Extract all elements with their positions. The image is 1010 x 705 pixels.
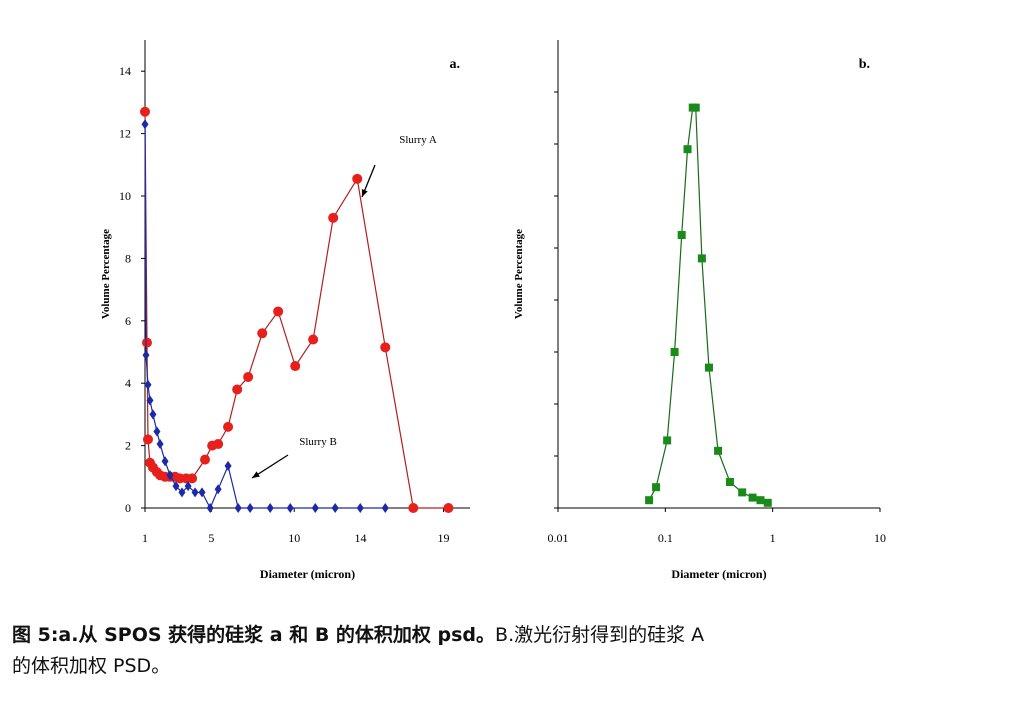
marker — [257, 328, 268, 339]
marker — [213, 439, 224, 450]
marker — [200, 454, 211, 465]
marker — [652, 483, 661, 492]
marker — [172, 481, 180, 492]
marker — [223, 421, 234, 432]
marker — [311, 503, 319, 513]
y-tick-label: 0 — [125, 501, 131, 515]
figure: 0 2 4 6 8 10 12 14 1 5 10 14 19 Diameter (micron) Volu… — [100, 40, 886, 581]
marker — [683, 145, 692, 154]
marker — [663, 436, 672, 445]
x-tick-label: 19 — [437, 531, 449, 545]
series-annotation: Slurry B — [299, 436, 337, 448]
marker — [191, 487, 199, 498]
y-tick-label: 10 — [119, 189, 131, 203]
marker — [243, 371, 254, 382]
marker — [763, 498, 772, 507]
y-axis-label: Volume Percentage — [513, 229, 525, 319]
marker — [161, 456, 169, 467]
x-tick-label: 10 — [874, 531, 886, 545]
marker — [290, 361, 301, 372]
marker — [714, 446, 723, 455]
marker — [206, 503, 214, 513]
marker — [198, 487, 206, 498]
y-axis-label: Volume Percentage — [100, 229, 112, 319]
marker — [246, 503, 254, 513]
series-line — [144, 111, 449, 509]
y-tick-label: 4 — [125, 376, 131, 390]
marker — [141, 337, 152, 348]
marker — [224, 460, 232, 471]
marker — [308, 334, 319, 345]
marker — [153, 426, 161, 437]
marker — [704, 363, 713, 372]
marker — [352, 173, 363, 184]
marker — [187, 473, 198, 484]
marker — [142, 350, 150, 361]
marker — [166, 470, 174, 481]
marker — [381, 503, 389, 513]
series-line — [648, 107, 768, 504]
marker — [725, 478, 734, 486]
marker — [645, 496, 654, 505]
x-tick-label: 1 — [770, 531, 776, 545]
x-tick-label: 1 — [142, 531, 148, 545]
marker — [677, 231, 686, 239]
marker — [144, 379, 152, 390]
marker — [331, 503, 339, 513]
marker — [670, 348, 679, 356]
caption-text: B.激光衍射得到的硅浆 A — [495, 624, 705, 646]
y-tick-label: 6 — [125, 314, 131, 328]
marker — [146, 395, 154, 406]
marker — [149, 409, 157, 420]
series-line — [144, 124, 386, 510]
x-tick-label: 0.01 — [548, 531, 569, 545]
marker — [738, 488, 747, 497]
caption-line: 的体积加权 PSD。 — [12, 655, 171, 677]
y-tick-label: 2 — [125, 439, 131, 453]
caption-line: 图 5:a.从 SPOS 获得的硅浆 a 和 B 的体积加权 psd。B.激光衍… — [12, 620, 704, 647]
arrow-head — [361, 189, 368, 197]
marker — [748, 493, 757, 502]
marker — [141, 119, 149, 130]
marker — [408, 503, 419, 513]
y-tick-label: 8 — [125, 251, 131, 265]
panel-label: a. — [450, 57, 461, 72]
x-tick-label: 14 — [355, 531, 367, 545]
marker — [178, 487, 186, 498]
x-axis-label: Diameter (micron) — [671, 567, 766, 581]
marker — [328, 212, 339, 223]
marker — [356, 503, 364, 513]
marker — [756, 496, 765, 505]
series-annotation: Slurry A — [399, 134, 437, 146]
marker — [214, 484, 222, 495]
marker — [234, 503, 242, 513]
marker — [142, 434, 153, 445]
marker — [697, 254, 706, 263]
x-tick-label: 5 — [208, 531, 214, 545]
y-tick-label: 12 — [119, 127, 131, 141]
marker — [266, 503, 274, 513]
marker — [273, 306, 284, 317]
marker — [232, 384, 243, 395]
marker — [184, 481, 192, 492]
x-tick-label: 0.1 — [658, 531, 673, 545]
marker — [380, 342, 391, 353]
marker — [286, 503, 294, 513]
arrow-head — [252, 471, 260, 478]
x-axis-label: Diameter (micron) — [260, 567, 355, 581]
caption-bold: 图 5:a.从 SPOS 获得的硅浆 a 和 B 的体积加权 psd。 — [12, 624, 496, 646]
marker — [156, 439, 164, 450]
marker — [140, 106, 150, 117]
panel-label: b. — [859, 57, 870, 72]
marker — [443, 503, 454, 513]
x-tick-label: 10 — [288, 531, 300, 545]
y-tick-label: 14 — [119, 64, 131, 78]
marker — [691, 103, 700, 112]
